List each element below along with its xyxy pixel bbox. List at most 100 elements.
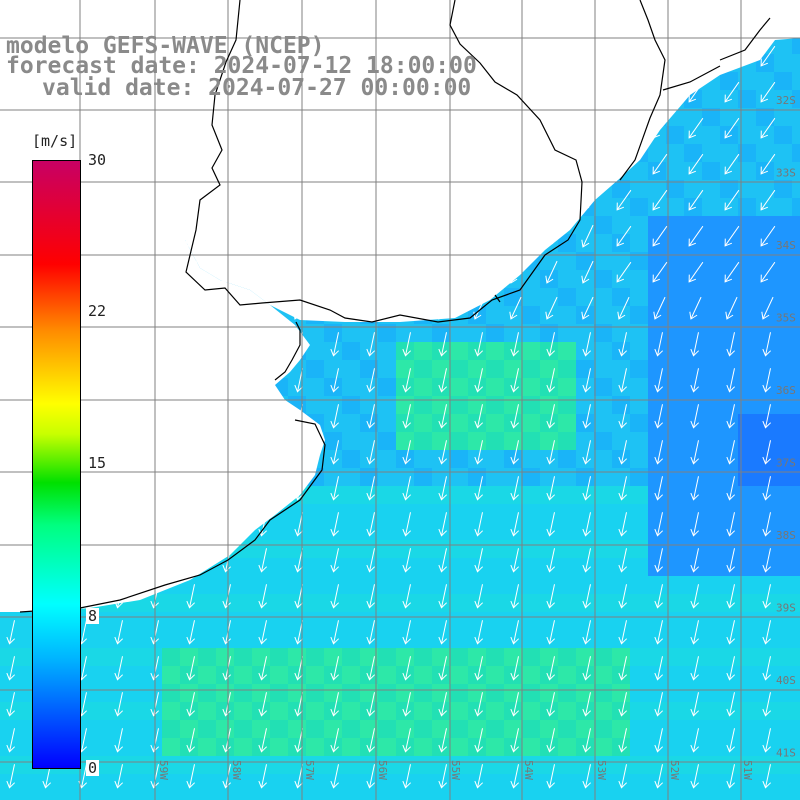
speed-cell (738, 432, 756, 450)
speed-cell (342, 522, 360, 540)
speed-cell (306, 756, 324, 774)
speed-cell (234, 756, 252, 774)
speed-cell (756, 702, 774, 720)
speed-cell (396, 612, 414, 630)
speed-cell (630, 324, 648, 342)
speed-cell (486, 720, 504, 738)
speed-cell (648, 396, 666, 414)
speed-cell (612, 720, 630, 738)
speed-cell (468, 756, 486, 774)
speed-cell (666, 522, 684, 540)
speed-cell (756, 162, 774, 180)
speed-cell (648, 468, 666, 486)
speed-cell (666, 594, 684, 612)
speed-cell (504, 342, 522, 360)
speed-cell (594, 414, 612, 432)
speed-cell (738, 324, 756, 342)
wind-arrow (690, 728, 700, 753)
speed-cell (720, 234, 738, 252)
speed-cell (126, 684, 144, 702)
speed-cell (738, 252, 756, 270)
speed-cell (666, 162, 684, 180)
speed-cell (198, 792, 216, 800)
wind-arrow (690, 404, 700, 429)
speed-cell (792, 306, 800, 324)
speed-cell (450, 666, 468, 684)
speed-cell (558, 288, 576, 306)
speed-cell (774, 684, 792, 702)
speed-cell (576, 540, 594, 558)
speed-cell (306, 684, 324, 702)
speed-cell (252, 540, 270, 558)
speed-cell (486, 486, 504, 504)
speed-cell (702, 198, 720, 216)
speed-cell (702, 594, 720, 612)
speed-cell (666, 252, 684, 270)
speed-cell (126, 738, 144, 756)
speed-cell (594, 360, 612, 378)
speed-cell (306, 666, 324, 684)
speed-cell (468, 450, 486, 468)
speed-cell (684, 540, 702, 558)
speed-cell (792, 54, 800, 72)
speed-cell (792, 108, 800, 126)
speed-cell (702, 738, 720, 756)
speed-cell (468, 486, 486, 504)
wind-arrow (510, 404, 520, 429)
speed-cell (414, 738, 432, 756)
speed-cell (540, 450, 558, 468)
speed-cell (522, 504, 540, 522)
speed-cell (792, 576, 800, 594)
wind-arrow (546, 404, 556, 429)
speed-cell (648, 540, 666, 558)
speed-cell (522, 324, 540, 342)
wind-arrow (6, 692, 16, 717)
speed-cell (360, 468, 378, 486)
speed-cell (234, 702, 252, 720)
speed-cell (774, 126, 792, 144)
speed-cell (396, 342, 414, 360)
speed-cell (522, 486, 540, 504)
speed-cell (450, 378, 468, 396)
speed-cell (702, 504, 720, 522)
wind-arrow (6, 728, 16, 753)
speed-cell (252, 738, 270, 756)
speed-cell (612, 378, 630, 396)
speed-cell (378, 576, 396, 594)
wind-arrow (438, 404, 448, 429)
speed-cell (774, 540, 792, 558)
wind-arrow (726, 620, 736, 645)
speed-cell (774, 522, 792, 540)
wind-arrow (402, 404, 412, 429)
speed-cell (414, 396, 432, 414)
speed-cell (234, 612, 252, 630)
speed-cell (324, 774, 342, 792)
speed-cell (234, 558, 252, 576)
speed-cell (756, 180, 774, 198)
wind-arrow (366, 584, 376, 609)
speed-cell (414, 594, 432, 612)
speed-cell (630, 288, 648, 306)
speed-cell (162, 738, 180, 756)
speed-cell (684, 774, 702, 792)
speed-cell (306, 612, 324, 630)
speed-cell (576, 342, 594, 360)
speed-cell (468, 684, 486, 702)
speed-cell (306, 720, 324, 738)
speed-cell (450, 450, 468, 468)
speed-cell (576, 288, 594, 306)
speed-cell (720, 666, 738, 684)
speed-cell (666, 414, 684, 432)
wind-arrow (690, 512, 700, 537)
speed-cell (648, 558, 666, 576)
speed-cell (504, 504, 522, 522)
speed-cell (360, 414, 378, 432)
wind-arrow (366, 368, 376, 393)
wind-arrow (366, 548, 376, 573)
speed-cell (594, 648, 612, 666)
speed-cell (432, 702, 450, 720)
speed-cell (414, 378, 432, 396)
speed-cell (540, 504, 558, 522)
speed-cell (576, 216, 594, 234)
